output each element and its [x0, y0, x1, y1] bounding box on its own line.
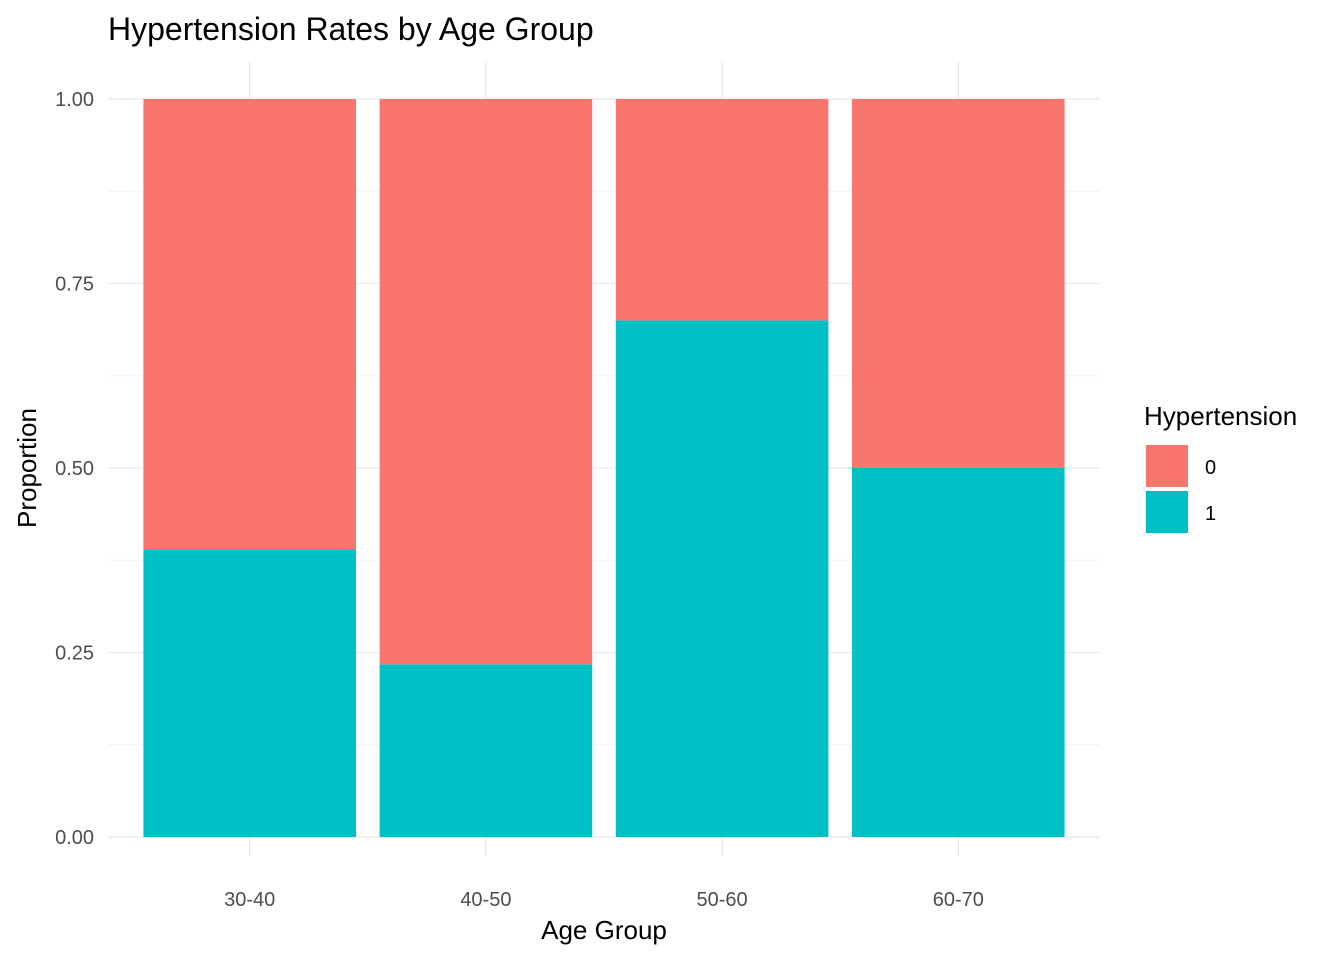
- y-tick-label: 0.50: [55, 458, 94, 480]
- x-axis-ticks: 30-40 40-50 50-60 60-70: [224, 889, 984, 911]
- legend-title: Hypertension: [1144, 401, 1297, 431]
- y-tick-label: 1.00: [55, 89, 94, 111]
- x-tick-label: 60-70: [933, 889, 984, 911]
- legend-key-0: [1146, 445, 1188, 487]
- x-tick-label: 30-40: [224, 889, 275, 911]
- y-tick-label: 0.00: [55, 827, 94, 849]
- legend-key-1: [1146, 491, 1188, 533]
- bars: [143, 99, 1065, 837]
- y-tick-label: 0.75: [55, 274, 94, 296]
- legend-items: 01: [1146, 445, 1216, 533]
- x-tick-label: 40-50: [460, 889, 511, 911]
- x-axis-title: Age Group: [541, 915, 667, 945]
- legend-label-0: 0: [1205, 457, 1216, 479]
- bar-50-60-series-1: [615, 320, 829, 837]
- bar-30-40-series-0: [143, 99, 356, 550]
- bar-40-50-series-0: [379, 99, 593, 665]
- y-axis-title: Proportion: [12, 408, 42, 528]
- legend: Hypertension 01: [1144, 401, 1297, 533]
- bar-30-40-series-1: [143, 549, 356, 837]
- legend-label-1: 1: [1205, 503, 1216, 525]
- bar-40-50-series-1: [379, 664, 593, 837]
- bar-60-70-series-1: [852, 468, 1065, 837]
- bar-60-70-series-0: [852, 99, 1065, 468]
- y-axis-ticks: 0.00 0.25 0.50 0.75 1.00: [55, 89, 94, 849]
- bar-50-60-series-0: [615, 99, 829, 321]
- chart-title: Hypertension Rates by Age Group: [108, 11, 594, 47]
- y-tick-label: 0.25: [55, 643, 94, 665]
- x-tick-label: 50-60: [697, 889, 748, 911]
